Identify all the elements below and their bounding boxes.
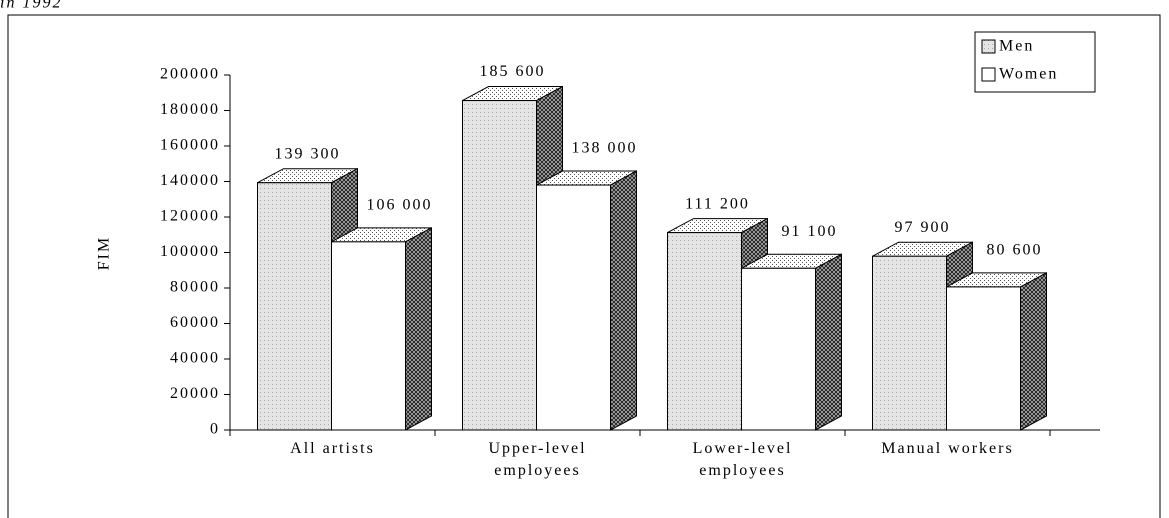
y-tick-label: 80000 bbox=[170, 279, 220, 296]
bar-front bbox=[741, 267, 816, 431]
bar-side bbox=[815, 253, 842, 431]
legend-label: Men bbox=[999, 38, 1034, 55]
bar-front bbox=[331, 241, 406, 431]
data-label: 185 600 bbox=[480, 63, 546, 80]
bar-side bbox=[405, 227, 432, 431]
y-tick-label: 100000 bbox=[160, 243, 220, 260]
legend-label: Women bbox=[999, 66, 1058, 83]
bar bbox=[946, 272, 1047, 431]
bar-front bbox=[462, 100, 537, 431]
bar-front bbox=[872, 255, 947, 431]
legend-swatch bbox=[981, 39, 996, 54]
x-tick-label: All artists bbox=[290, 440, 375, 457]
data-label: 139 300 bbox=[275, 145, 341, 162]
y-tick-label: 140000 bbox=[160, 172, 220, 189]
y-tick-label: 60000 bbox=[170, 314, 220, 331]
y-tick-label: 200000 bbox=[160, 66, 220, 83]
x-tick-label: Lower-level employees bbox=[692, 440, 793, 479]
data-label: 111 200 bbox=[685, 195, 750, 212]
bar-front bbox=[536, 184, 611, 431]
y-tick-label: 160000 bbox=[160, 137, 220, 154]
bar bbox=[741, 253, 842, 431]
frame bbox=[7, 14, 1161, 518]
y-tick-label: 20000 bbox=[170, 385, 220, 402]
bar-front bbox=[667, 232, 742, 431]
x-tick-label: Upper-level employees bbox=[488, 440, 587, 479]
data-label: 97 900 bbox=[895, 219, 951, 236]
data-label: 106 000 bbox=[367, 197, 433, 214]
data-label: 91 100 bbox=[782, 223, 838, 240]
legend-swatch bbox=[981, 67, 996, 82]
y-tick-label: 180000 bbox=[160, 101, 220, 118]
y-tick-label: 120000 bbox=[160, 208, 220, 225]
bar bbox=[331, 227, 432, 431]
data-label: 80 600 bbox=[987, 242, 1043, 259]
bar bbox=[536, 170, 637, 431]
data-label: 138 000 bbox=[572, 140, 638, 157]
chart-title: in 1992 bbox=[0, 0, 62, 12]
y-tick-label: 40000 bbox=[170, 350, 220, 367]
bar-front bbox=[257, 182, 332, 431]
bar-side bbox=[1020, 272, 1047, 431]
y-axis-label: FIM bbox=[96, 236, 113, 270]
y-tick-label: 0 bbox=[210, 421, 220, 438]
bar-side bbox=[610, 170, 637, 431]
x-tick-label: Manual workers bbox=[881, 440, 1014, 457]
bar-front bbox=[946, 286, 1021, 431]
